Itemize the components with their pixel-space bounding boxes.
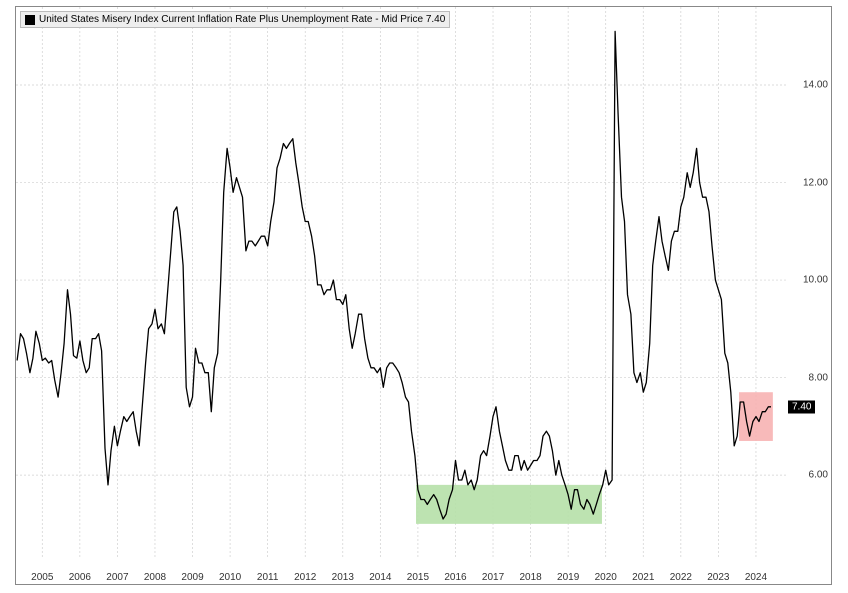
x-tick-label: 2018 bbox=[519, 572, 541, 583]
x-tick-label: 2023 bbox=[707, 572, 729, 583]
x-tick-label: 2014 bbox=[369, 572, 391, 583]
y-tick-label: 14.00 bbox=[803, 80, 828, 91]
x-tick-label: 2007 bbox=[106, 572, 128, 583]
y-tick-label: 10.00 bbox=[803, 275, 828, 286]
chart-svg bbox=[16, 7, 786, 558]
x-tick-label: 2012 bbox=[294, 572, 316, 583]
x-tick-label: 2009 bbox=[181, 572, 203, 583]
plot-area: United States Misery Index Current Infla… bbox=[16, 7, 786, 558]
legend-text: United States Misery Index Current Infla… bbox=[39, 14, 445, 25]
x-tick-label: 2017 bbox=[482, 572, 504, 583]
chart-container: United States Misery Index Current Infla… bbox=[0, 0, 848, 593]
legend-swatch bbox=[25, 15, 35, 25]
x-tick-label: 2021 bbox=[632, 572, 654, 583]
x-tick-label: 2013 bbox=[332, 572, 354, 583]
x-tick-label: 2024 bbox=[745, 572, 767, 583]
x-tick-label: 2015 bbox=[407, 572, 429, 583]
x-tick-label: 2022 bbox=[670, 572, 692, 583]
last-price-label: 7.40 bbox=[788, 400, 815, 413]
x-tick-label: 2010 bbox=[219, 572, 241, 583]
legend: United States Misery Index Current Infla… bbox=[20, 11, 450, 28]
y-tick-label: 8.00 bbox=[809, 372, 828, 383]
x-tick-label: 2020 bbox=[595, 572, 617, 583]
x-tick-label: 2011 bbox=[257, 572, 279, 583]
x-tick-label: 2006 bbox=[69, 572, 91, 583]
y-tick-label: 6.00 bbox=[809, 470, 828, 481]
y-tick-label: 12.00 bbox=[803, 177, 828, 188]
x-tick-label: 2019 bbox=[557, 572, 579, 583]
x-tick-label: 2005 bbox=[31, 572, 53, 583]
x-tick-label: 2008 bbox=[144, 572, 166, 583]
x-tick-label: 2016 bbox=[444, 572, 466, 583]
